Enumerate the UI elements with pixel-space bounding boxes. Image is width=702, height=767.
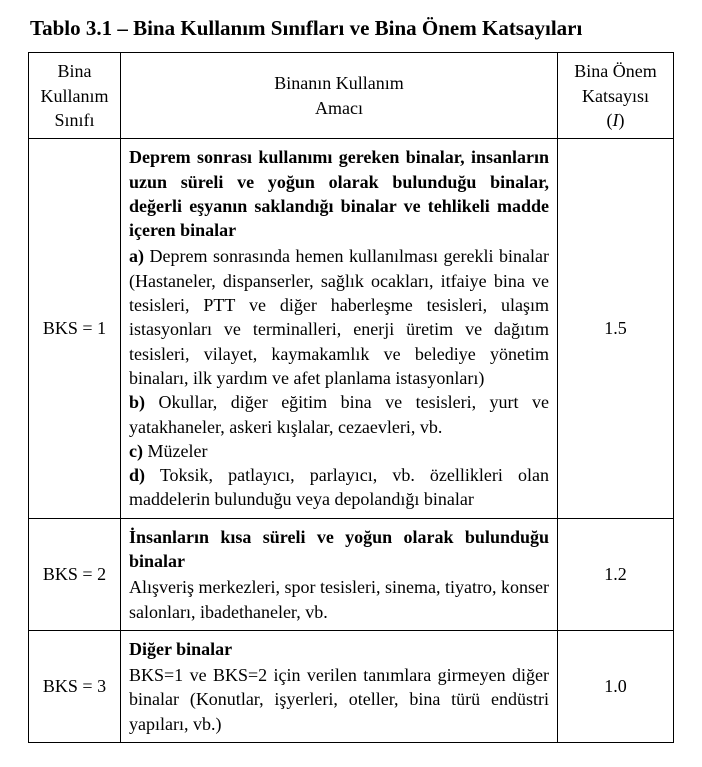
col-header-purpose: Binanın Kullanım Amacı: [121, 53, 558, 139]
cell-class: BKS = 1: [29, 139, 121, 518]
desc-item-text: Okullar, diğer eğitim bina ve tesisleri,…: [129, 392, 549, 436]
desc-item: b) Okullar, diğer eğitim bina ve tesisle…: [129, 390, 549, 439]
cell-description: Deprem sonrası kullanımı gereken binalar…: [121, 139, 558, 518]
col3-paren-r: ): [619, 110, 625, 130]
desc-item-label: c): [129, 441, 143, 461]
col3-sym: (I): [607, 110, 625, 130]
desc-item-label: b): [129, 392, 145, 412]
col1-l3: Sınıfı: [54, 110, 94, 130]
table-header-row: Bina Kullanım Sınıfı Binanın Kullanım Am…: [29, 53, 674, 139]
desc-item: a) Deprem sonrasında hemen kullanılması …: [129, 244, 549, 390]
desc-heading: Deprem sonrası kullanımı gereken binalar…: [129, 145, 549, 242]
desc-item-label: d): [129, 465, 145, 485]
col-header-class: Bina Kullanım Sınıfı: [29, 53, 121, 139]
desc-item: d) Toksik, patlayıcı, parlayıcı, vb. öze…: [129, 463, 549, 512]
bks-table: Bina Kullanım Sınıfı Binanın Kullanım Am…: [28, 52, 674, 743]
table-row: BKS = 1 Deprem sonrası kullanımı gereken…: [29, 139, 674, 518]
table-row: BKS = 3 Diğer binalar BKS=1 ve BKS=2 içi…: [29, 630, 674, 742]
col1-l1: Bina: [58, 61, 92, 81]
col3-l1: Bina Önem: [574, 61, 657, 81]
desc-item-text: Müzeler: [147, 441, 207, 461]
cell-factor: 1.2: [558, 518, 674, 630]
desc-item-text: Deprem sonrasında hemen kullanılması ger…: [129, 246, 549, 387]
page-root: Tablo 3.1 – Bina Kullanım Sınıfları ve B…: [0, 0, 702, 767]
desc-item-label: a): [129, 246, 144, 266]
cell-factor: 1.0: [558, 630, 674, 742]
cell-factor: 1.5: [558, 139, 674, 518]
desc-heading: Diğer binalar: [129, 637, 549, 661]
col-header-factor: Bina Önem Katsayısı (I): [558, 53, 674, 139]
desc-body: BKS=1 ve BKS=2 için verilen tanımlara gi…: [129, 663, 549, 736]
cell-description: Diğer binalar BKS=1 ve BKS=2 için verile…: [121, 630, 558, 742]
desc-heading: İnsanların kısa süreli ve yoğun olarak b…: [129, 525, 549, 574]
desc-item: c) Müzeler: [129, 439, 549, 463]
col2-l1: Binanın Kullanım: [274, 73, 404, 93]
desc-body: Alışveriş merkezleri, spor tesisleri, si…: [129, 575, 549, 624]
col3-l2: Katsayısı: [582, 86, 649, 106]
table-row: BKS = 2 İnsanların kısa süreli ve yoğun …: [29, 518, 674, 630]
table-title: Tablo 3.1 – Bina Kullanım Sınıfları ve B…: [30, 14, 674, 42]
desc-item-text: Toksik, patlayıcı, parlayıcı, vb. özelli…: [129, 465, 549, 509]
cell-class: BKS = 3: [29, 630, 121, 742]
cell-class: BKS = 2: [29, 518, 121, 630]
col2-l2: Amacı: [315, 98, 363, 118]
col1-l2: Kullanım: [41, 86, 109, 106]
cell-description: İnsanların kısa süreli ve yoğun olarak b…: [121, 518, 558, 630]
